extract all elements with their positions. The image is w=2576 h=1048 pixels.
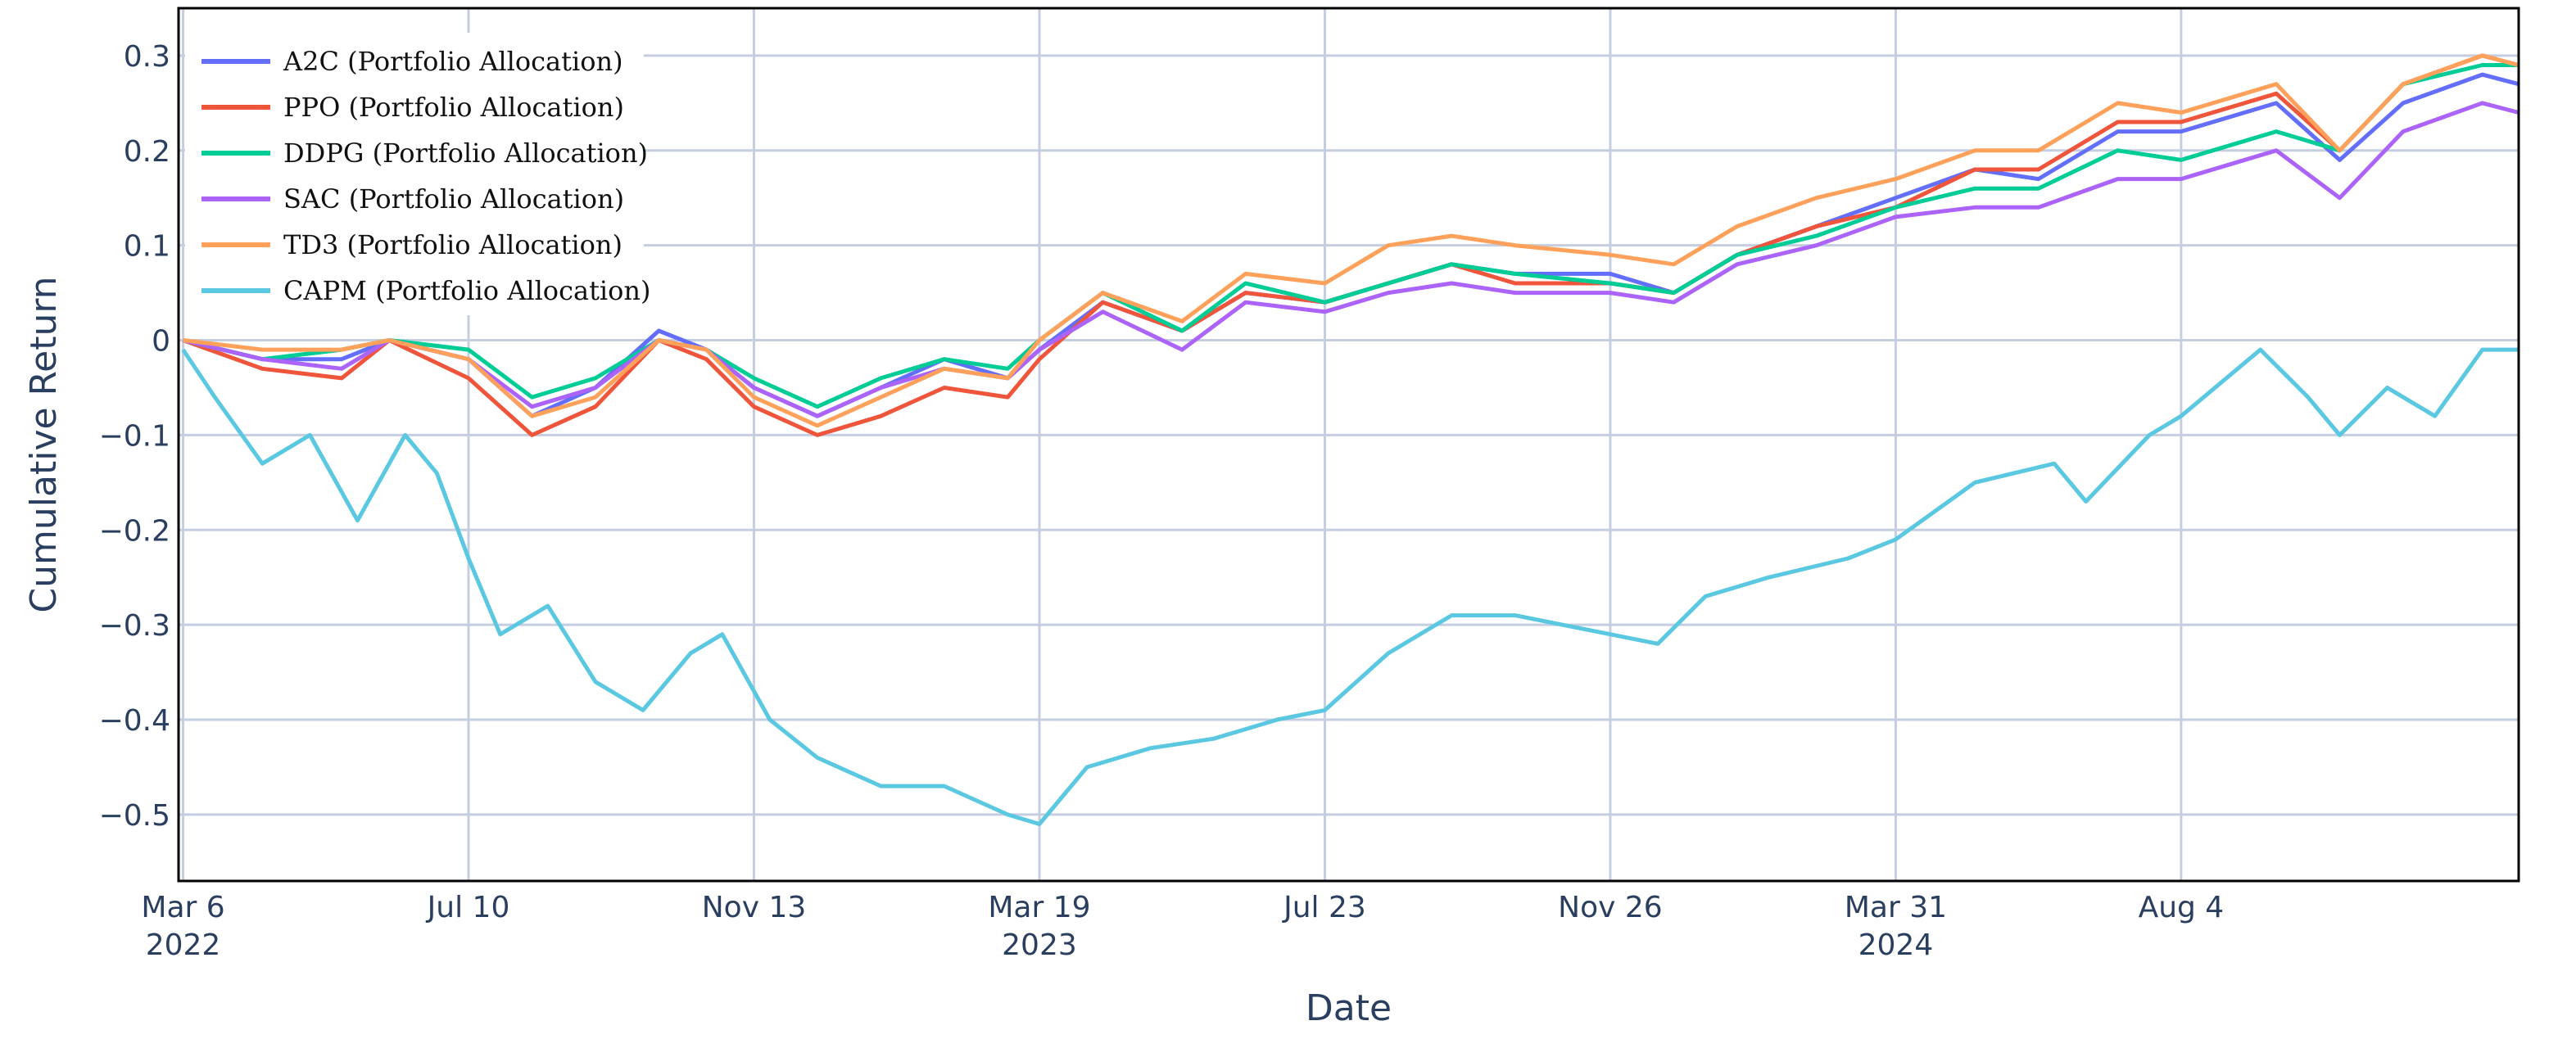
y-tick-label: −0.2 [99,514,170,548]
y-tick-label: −0.3 [99,609,170,643]
y-tick-label: 0.3 [124,40,170,74]
x-tick-label: Nov 13 [702,891,807,924]
x-tick-label: Mar 31 [1845,891,1947,924]
x-tick-label: Mar 19 [988,891,1090,924]
legend-label: PPO (Portfolio Allocation) [283,92,624,123]
series-lines [181,53,2519,826]
y-tick-label: 0.2 [124,135,170,169]
y-tick-label: −0.5 [99,799,170,833]
legend-item[interactable]: PPO (Portfolio Allocation) [201,92,624,123]
y-tick-label: 0 [152,325,170,359]
series-line-4 [183,53,2519,428]
legend-item[interactable]: A2C (Portfolio Allocation) [201,46,623,77]
legend-item[interactable]: DDPG (Portfolio Allocation) [201,138,648,169]
legend-label: SAC (Portfolio Allocation) [283,183,624,215]
series-line-3 [182,101,2519,418]
legend-item[interactable]: TD3 (Portfolio Allocation) [201,229,622,260]
x-tick-label: Nov 26 [1558,891,1663,924]
legend-label: DDPG (Portfolio Allocation) [283,138,648,169]
plot-area-border [177,7,2520,883]
series-line-1 [182,53,2519,437]
x-axis-ticks: Mar 6 2022 Jul 10 Nov 13 Mar 19 2023 Jul 23 Nov… [141,891,2224,962]
x-tick-year-label: 2022 [146,928,221,962]
legend-item[interactable]: CAPM (Portfolio Allocation) [201,275,651,306]
y-tick-label: 0.1 [124,230,170,264]
x-tick-year-label: 2023 [1002,928,1077,962]
x-tick-label: Mar 6 [141,891,224,924]
x-tick-label: Jul 10 [426,891,510,924]
series-line-5 [181,347,2519,826]
x-tick-label: Jul 23 [1282,891,1366,924]
y-tick-label: −0.4 [99,704,170,738]
series-line-2 [182,63,2519,409]
legend[interactable]: A2C (Portfolio Allocation) PPO (Portfolio… [185,33,651,315]
legend-label: A2C (Portfolio Allocation) [283,46,623,77]
y-axis-ticks: 0.3 0.2 0.1 0 −0.1 −0.2 −0.3 −0.4 −0.5 [99,40,170,833]
x-tick-year-label: 2024 [1858,928,1934,962]
x-axis-title: Date [1306,987,1392,1029]
y-axis-title: Cumulative Return [23,276,65,612]
x-tick-label: Aug 4 [2139,891,2225,924]
legend-background [185,33,644,315]
legend-label: CAPM (Portfolio Allocation) [283,275,651,306]
legend-item[interactable]: SAC (Portfolio Allocation) [201,183,624,215]
legend-label: TD3 (Portfolio Allocation) [283,229,622,260]
y-tick-label: −0.1 [99,419,170,453]
